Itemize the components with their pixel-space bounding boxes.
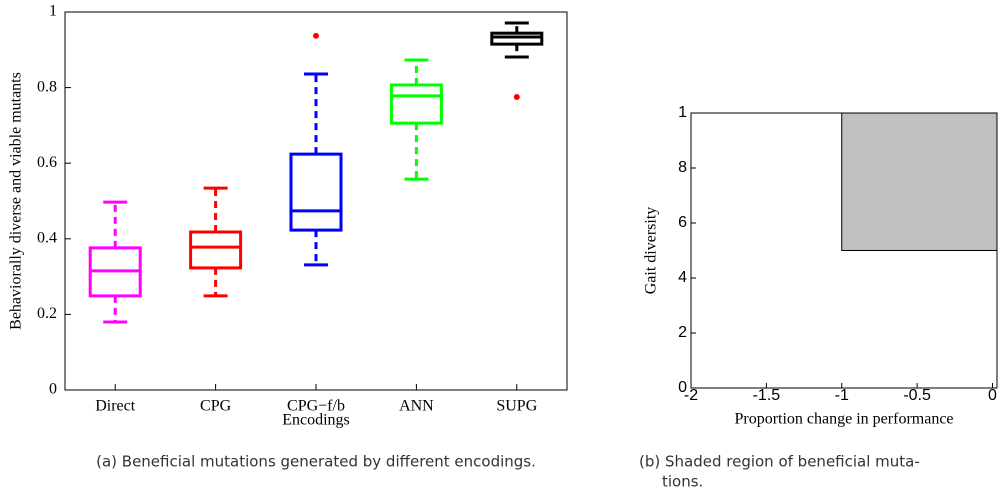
y-tick-label: 2	[678, 324, 687, 341]
plot-frame	[64, 11, 568, 391]
caption: (a) Beneficial mutations generated by di…	[96, 453, 536, 471]
y-tick-label: 1	[49, 3, 57, 20]
x-tick-label: -1	[835, 387, 849, 404]
x-tick-label: -2	[684, 387, 698, 404]
x-tick-label: CPG	[200, 398, 232, 415]
y-tick-label: 1	[678, 104, 687, 121]
y-tick-label: 0.8	[37, 78, 57, 95]
x-tick-label: 0	[988, 387, 997, 404]
plot-frame	[690, 112, 998, 389]
x-tick-label: Direct	[95, 398, 136, 415]
x-tick-label: -0.5	[903, 387, 931, 404]
x-tick-label: CPG−f/b	[287, 398, 345, 415]
y-tick-label: 0	[678, 379, 687, 396]
y-tick-label: 0.4	[37, 229, 57, 246]
x-axis-label: Encodings	[282, 412, 350, 429]
box	[189, 230, 243, 270]
shaded-region	[841, 112, 998, 251]
y-axis-label: Gait diversity	[643, 207, 660, 295]
box	[389, 83, 443, 125]
x-tick-label: ANN	[399, 398, 434, 415]
caption: (b) Shaded region of beneficial muta-	[639, 453, 920, 471]
y-tick-label: 4	[678, 269, 687, 286]
y-tick-label: 0	[49, 381, 57, 398]
y-axis-label: Behaviorally diverse and viable mutants	[8, 72, 25, 330]
y-tick-label: 6	[678, 214, 687, 231]
outlier	[313, 32, 319, 39]
caption: tions.	[662, 473, 703, 491]
y-tick-label: 0.2	[37, 305, 57, 322]
outlier	[513, 94, 520, 101]
x-tick-label: SUPG	[496, 398, 537, 415]
y-tick-label: 8	[678, 159, 687, 176]
x-axis-label: Proportion change in performance	[734, 411, 953, 428]
box	[289, 152, 343, 232]
box	[490, 31, 544, 46]
y-tick-label: 0.6	[37, 154, 57, 171]
x-tick-label: -1.5	[753, 387, 781, 404]
